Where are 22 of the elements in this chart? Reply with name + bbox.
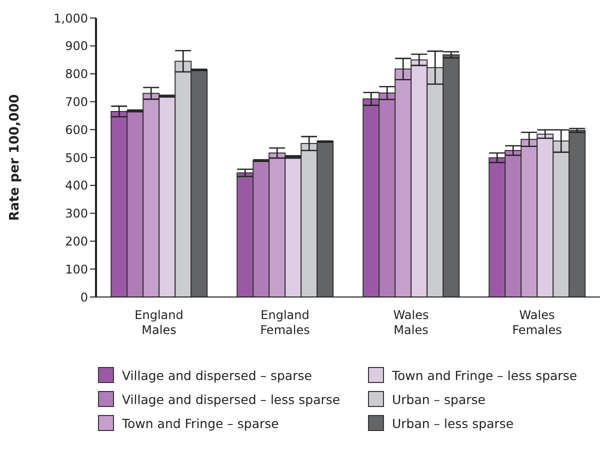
y-axis-title: Rate per 100,000 [8, 94, 23, 221]
y-tick-label: 300 [65, 206, 88, 221]
x-tick-label: Wales Females [512, 308, 562, 337]
y-tick-label: 0 [80, 290, 88, 304]
legend-label: Village and dispersed – sparse [122, 368, 312, 382]
y-tick-label: 100 [65, 262, 88, 276]
y-tick-label: 600 [65, 122, 88, 137]
legend-label: Town and Fringe – less sparse [392, 368, 578, 382]
y-tick-label: 900 [65, 39, 88, 54]
legend-label: Urban – sparse [392, 392, 486, 406]
y-tick-label: 1,000 [54, 11, 88, 26]
legend-label: Village and dispersed – less sparse [122, 392, 340, 406]
y-tick-label: 200 [65, 234, 88, 248]
x-tick-label: Wales Males [393, 308, 429, 337]
y-tick-label: 700 [65, 94, 88, 109]
legend-label: Urban – less sparse [392, 416, 514, 430]
x-tick-label: England Females [260, 308, 310, 337]
y-tick-label: 400 [65, 178, 88, 193]
y-tick-label: 800 [65, 67, 88, 82]
y-tick-label: 500 [65, 150, 88, 165]
x-tick-label: England Males [134, 308, 184, 337]
legend-label: Town and Fringe – sparse [122, 416, 279, 430]
